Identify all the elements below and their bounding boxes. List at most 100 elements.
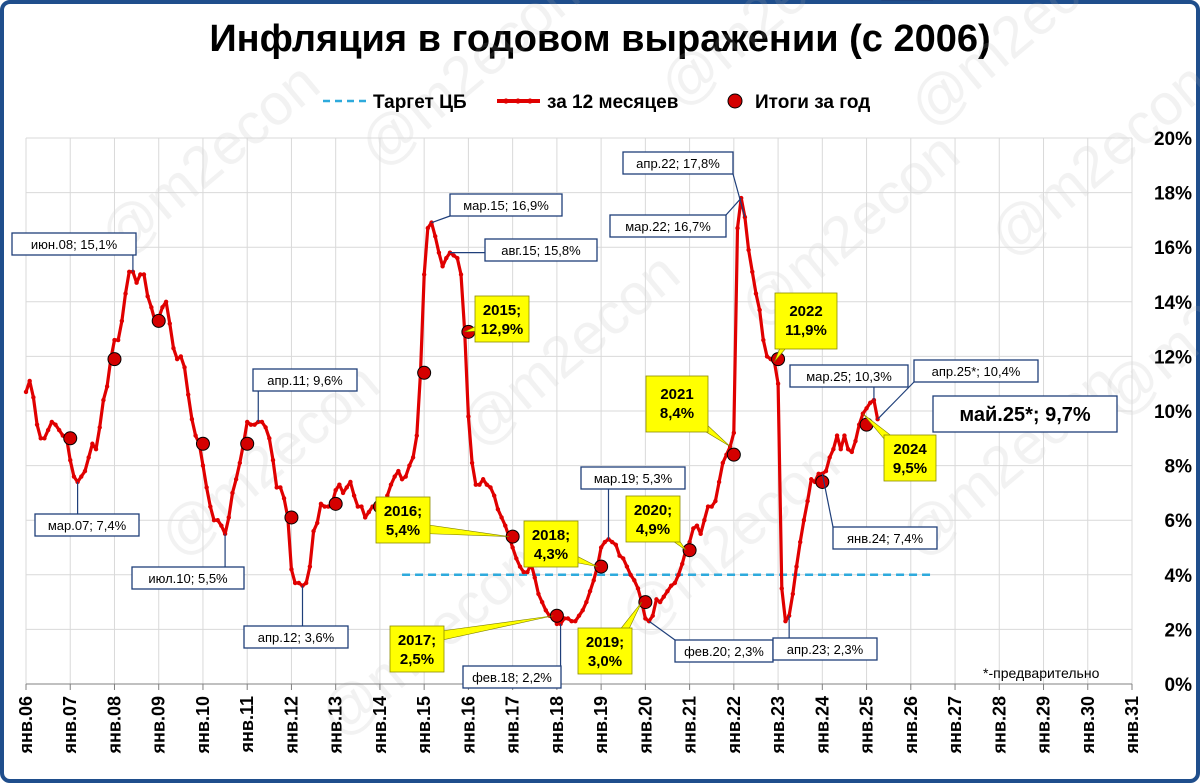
annotation-text: апр.23; 2,3% [787,642,864,657]
watermark-text: @m2econ [977,50,1200,270]
series-point [643,616,648,621]
x-tick-label: янв.17 [503,696,523,754]
annotation-text: 2018; [532,527,570,544]
year-result-point [284,510,299,525]
series-point [237,460,243,466]
annotation-box [375,496,431,544]
y-tick-label: 0% [1165,675,1193,696]
x-tick-label: янв.07 [60,696,80,754]
series-point [477,482,482,487]
series-point [510,545,515,550]
series-point [492,493,497,498]
series-point [757,307,762,313]
annotation-box [772,637,878,661]
legend-target-label: Таргет ЦБ [373,92,467,113]
series-point [93,447,99,452]
series-point [163,299,169,304]
series-point [186,392,191,397]
annotation: авг.15; 15,8% [449,238,598,262]
watermark-text: @m2econ [727,120,972,340]
annotation-box [252,368,358,392]
x-tick-label: янв.08 [104,696,124,754]
x-tick-label: янв.21 [680,696,700,754]
y-tick-label: 20% [1154,129,1192,150]
annotation-text: янв.24; 7,4% [847,531,923,546]
series-point [167,321,172,326]
series-point [189,416,195,422]
annotation-box [774,292,838,350]
series-point [333,487,338,493]
year-result-point [417,365,432,380]
annotation: 2016; 5,4% [375,496,509,544]
series-point [661,594,666,599]
x-tick-label: янв.14 [370,696,390,754]
year-result-point [328,496,343,511]
series-point [340,490,346,496]
series-point [783,619,788,624]
series-point [211,518,217,523]
annotation-text: май.25*; 9,7% [959,404,1091,426]
y-tick-label: 10% [1154,402,1192,423]
series-point [444,255,449,261]
annotation-text: июл.10; 5,5% [148,571,228,586]
series-point [27,378,32,384]
annotation-box [484,238,598,262]
annotation: мар.07; 7,4% [34,481,140,537]
annotation: янв.24; 7,4% [821,473,938,550]
annotation-text: 12,9% [481,321,524,338]
series-point [141,272,147,277]
series-point [245,419,250,425]
series-point [628,572,633,577]
chart-title: Инфляция в годовом выражении (с 2006) [209,18,991,60]
series-point [521,569,526,575]
annotations: июн.08; 15,1% мар.07; 7,4% июл.10; 5,5% апр… [11,0,1118,689]
series-point [621,556,626,561]
series-point [82,468,88,474]
x-tick-label: янв.28 [989,696,1009,754]
series-point [764,354,770,359]
series-point [307,564,313,569]
series-point [827,455,832,460]
annotation: апр.11; 9,6% [252,368,358,422]
annotation-box [832,526,938,550]
footnote: *-предварительно [983,665,1100,681]
series-point [178,354,184,359]
annotation-text: 2015; [483,302,521,319]
annotation-leader [821,473,834,528]
series-point [790,591,796,597]
series-point [823,468,829,474]
series-point [112,337,117,343]
annotation-leader [732,173,746,218]
series-point [613,542,619,547]
annotation-text: 2024 [893,441,927,458]
series-point [580,608,585,613]
annotation-text: 4,9% [636,521,670,538]
annotation: 2019; 3,0% [577,601,642,675]
series-point [584,599,589,605]
series-point [270,457,276,463]
series-point [488,485,493,490]
series-point [208,504,213,509]
series-point [53,422,58,427]
annotation-box [645,375,709,433]
series-point [838,447,843,452]
year-result-point [107,352,122,367]
series-point [868,400,873,406]
annotation: июн.08; 15,1% [11,232,137,272]
series-point [657,599,663,605]
series-point [119,318,125,324]
series-point [565,616,571,621]
series-point [705,504,711,509]
series-point [355,504,360,509]
annotation-leader [725,197,742,216]
series-point [23,389,29,395]
annotation-text: апр.11; 9,6% [267,373,343,388]
annotation-text: 2021 [660,386,693,403]
x-tick-label: янв.11 [237,696,257,753]
x-tick-label: янв.27 [945,696,965,754]
series-point [90,441,95,446]
annotation-text: 4,3% [534,546,568,563]
year-result-point [638,595,653,610]
series-point [761,337,766,343]
series-point [215,518,220,523]
